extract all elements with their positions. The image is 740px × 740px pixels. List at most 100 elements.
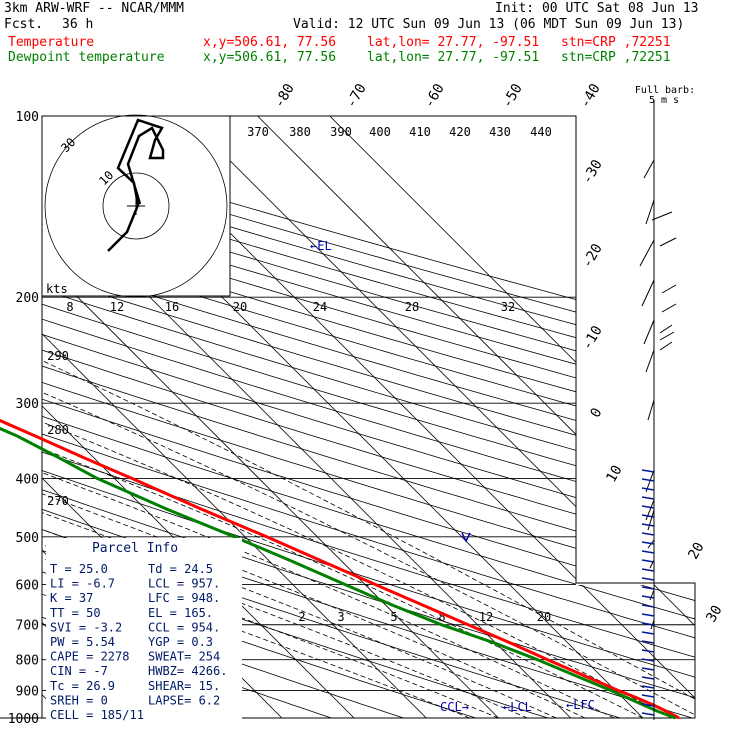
wind-barb-lower <box>641 577 655 581</box>
parcel-info-right: LCL = 957. <box>148 577 220 591</box>
theta-e-label: 380 <box>289 125 311 139</box>
legend-temperature-station: stn=CRP ,72251 <box>561 35 671 50</box>
wind-key-line2: 5 m s <box>649 95 679 106</box>
parcel-info-right: EL = 165. <box>148 606 213 620</box>
parcel-info-right: CCL = 954. <box>148 620 220 634</box>
lfc-marker: ←LFC <box>566 698 595 712</box>
wind-barb-lower <box>641 559 655 563</box>
isotherm <box>257 116 695 718</box>
theta-e-label: 390 <box>330 125 352 139</box>
dewpoint-point <box>166 508 168 511</box>
dewpoint-point <box>493 641 495 644</box>
forecast-hour: 36 h <box>62 17 94 32</box>
temperature-point <box>509 641 511 644</box>
hodograph-trace <box>107 118 165 252</box>
legend-temperature-xy: x,y=506.61, 77.56 <box>203 35 337 50</box>
dry-adiabat <box>42 116 476 718</box>
mixing-ratio-label: 12 <box>110 300 124 314</box>
wind-barb-lower <box>641 613 655 617</box>
dewpoint-line <box>0 426 676 720</box>
wind-barb-lower <box>641 586 655 590</box>
dewpoint-point <box>392 604 394 607</box>
temperature-point <box>635 696 638 699</box>
parcel-info-left: CIN = -7 <box>50 664 108 678</box>
dewpoint-point <box>58 457 61 459</box>
wind-barb-shaft <box>645 349 655 373</box>
lcl-marker: ←LCL <box>503 700 532 714</box>
model-title: 3km ARW-WRF -- NCAR/MMM <box>4 1 185 16</box>
parcel-info-right: SWEAT= 254 <box>148 650 220 664</box>
dewpoint-point <box>574 674 576 677</box>
wind-barb-flag <box>659 237 677 247</box>
wind-barb-flag <box>651 211 673 221</box>
parcel-info-left: Tc = 26.9 <box>50 679 115 693</box>
wind-barb-lower <box>641 649 655 653</box>
wind-barb-lower <box>641 622 655 626</box>
legend-dewpoint-xy: x,y=506.61, 77.56 <box>203 50 337 65</box>
wind-barb-lower <box>641 658 655 662</box>
dry-adiabat <box>42 116 695 718</box>
wind-barb-lower <box>641 523 655 527</box>
pressure-tick-label: 200 <box>16 291 39 306</box>
pressure-tick-label: 400 <box>16 472 39 487</box>
isotherm-label: 0 <box>587 405 605 420</box>
parcel-info-left: CAPE = 2278 <box>50 650 129 664</box>
dry-adiabat <box>42 116 695 718</box>
parcel-info-panel <box>46 538 242 728</box>
theta-e-label: 370 <box>247 125 269 139</box>
dry-adiabat <box>42 116 695 718</box>
dry-adiabat <box>42 116 695 718</box>
wind-barb-shaft <box>649 589 655 601</box>
wind-barb-shaft <box>645 199 655 225</box>
parcel-arrow <box>461 532 471 543</box>
pressure-tick-label: 800 <box>16 654 39 669</box>
wind-barb-flag <box>659 324 673 334</box>
moist-adiabat <box>42 296 586 718</box>
mixing-ratio-label: 32 <box>501 300 515 314</box>
temperature-point <box>665 710 668 713</box>
isotherm-label: 20 <box>685 540 707 563</box>
wind-barb-lower <box>641 667 655 671</box>
hodograph-ring-inner <box>102 172 170 240</box>
temperature-point <box>467 623 469 626</box>
theta-label: 280 <box>47 423 69 437</box>
wind-barb-shaft <box>643 319 655 345</box>
parcel-info-right: HWBZ= 4266. <box>148 664 227 678</box>
wind-barb-lower <box>641 640 655 644</box>
parcel-info-left: T = 25.0 <box>50 562 108 576</box>
dry-adiabat <box>42 116 695 718</box>
wind-barb-shaft <box>643 159 655 179</box>
el-marker: ←EL <box>310 239 332 253</box>
temperature-point <box>546 658 549 661</box>
temperature-point <box>422 604 425 607</box>
theta-label: 270 <box>47 494 69 508</box>
isotherm-label: 30 <box>703 603 725 626</box>
legend-dewpoint-latlon: lat,lon= 27.77, -97.51 <box>367 50 540 65</box>
dry-adiabat <box>42 116 695 718</box>
temperature-point <box>265 535 268 538</box>
temperature-point <box>582 674 585 677</box>
wind-barb-lower <box>641 694 655 698</box>
isotherm-label: -80 <box>271 81 298 111</box>
isotherm-label: -10 <box>579 323 606 353</box>
wind-barb-lower <box>641 505 655 509</box>
temperature-line <box>0 418 680 720</box>
parcel-info-left: SREH = 0 <box>50 693 108 707</box>
wind-barb-lower <box>641 487 655 491</box>
dewpoint-point <box>674 717 677 719</box>
dry-adiabat <box>42 116 695 718</box>
dewpoint-point <box>625 696 628 699</box>
wind-barb-lower <box>641 685 655 689</box>
legend-temperature-name: Temperature <box>8 35 95 50</box>
wind-barb-shaft <box>647 399 655 421</box>
isotherm-label: 10 <box>603 463 625 486</box>
parcel-info-right: Td = 24.5 <box>148 562 213 576</box>
dewpoint-point <box>233 535 236 538</box>
dry-adiabat <box>42 116 695 718</box>
pressure-tick-label: 600 <box>16 578 39 593</box>
mixing-ratio-lower-label: 12 <box>479 610 493 624</box>
init-time: Init: 00 UTC Sat 08 Jun 13 <box>495 1 699 16</box>
mixing-ratio-lower-label: 5 <box>390 610 397 624</box>
